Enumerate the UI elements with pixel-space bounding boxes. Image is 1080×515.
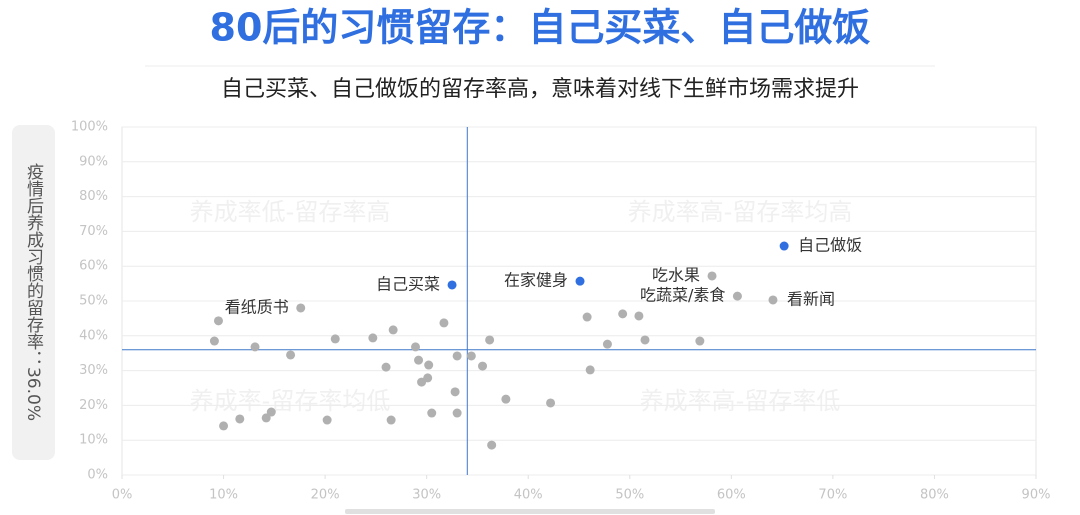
- point: [452, 351, 462, 361]
- point-label: 吃水果: [652, 265, 700, 284]
- point-label: 吃蔬菜/素食: [640, 286, 725, 305]
- point: [779, 241, 789, 251]
- x-tick-label: 0%: [112, 488, 133, 503]
- point: [546, 398, 556, 408]
- point: [386, 415, 396, 425]
- point: [485, 335, 495, 345]
- y-tick-label: 20%: [79, 398, 108, 413]
- y-tick-label: 10%: [79, 433, 108, 448]
- x-tick-label: 70%: [818, 488, 847, 503]
- point: [219, 421, 229, 431]
- chart-title: 80后的习惯留存：自己买菜、自己做饭: [210, 6, 871, 50]
- point: [439, 318, 449, 328]
- y-tick-label: 80%: [79, 189, 108, 204]
- point: [250, 342, 260, 352]
- y-tick-label: 40%: [79, 328, 108, 343]
- point: [368, 333, 378, 343]
- point: [640, 335, 650, 345]
- chart-subtitle: 自己买菜、自己做饭的留存率高，意味着对线下生鲜市场需求提升: [221, 77, 859, 102]
- x-tick-label: 30%: [412, 488, 441, 503]
- point: [618, 309, 628, 319]
- point: [266, 407, 276, 417]
- point: [634, 311, 644, 321]
- point: [487, 440, 497, 450]
- point: [424, 360, 434, 370]
- point: [427, 408, 437, 418]
- point: [575, 276, 585, 286]
- y-tick-label: 60%: [79, 259, 108, 274]
- point: [286, 350, 296, 360]
- point: [209, 336, 219, 346]
- point: [261, 413, 271, 423]
- point: [582, 312, 592, 322]
- y-tick-label: 70%: [79, 224, 108, 239]
- scrollbar: [345, 509, 715, 514]
- point-label: 看纸质书: [225, 297, 289, 316]
- point-label: 看新闻: [787, 289, 835, 308]
- y-tick-label: 0%: [87, 468, 108, 483]
- quadrant-label: 养成率-留存率均低: [190, 387, 391, 415]
- x-tick-label: 50%: [615, 488, 644, 503]
- y-tick-label: 90%: [79, 154, 108, 169]
- point: [330, 334, 340, 344]
- point: [707, 271, 717, 281]
- x-tick-label: 40%: [514, 488, 543, 503]
- point: [602, 339, 612, 349]
- point: [695, 336, 705, 346]
- point: [585, 365, 595, 375]
- point: [410, 342, 420, 352]
- point: [768, 295, 778, 305]
- point: [447, 280, 457, 290]
- y-tick-label: 30%: [79, 363, 108, 378]
- y-tick-label: 50%: [79, 294, 108, 309]
- point-label: 自己买菜: [376, 274, 440, 293]
- point: [417, 377, 427, 387]
- point: [388, 325, 398, 335]
- point: [450, 387, 460, 397]
- quadrant-label: 养成率高-留存率低: [640, 387, 841, 415]
- y-label-box: [12, 125, 55, 460]
- point: [501, 394, 511, 404]
- point: [466, 351, 476, 361]
- point: [381, 362, 391, 372]
- quadrant-label: 养成率高-留存率均高: [628, 198, 853, 226]
- x-tick-label: 10%: [209, 488, 238, 503]
- point: [414, 355, 424, 365]
- point-label: 自己做饭: [798, 236, 862, 255]
- point: [478, 361, 488, 371]
- point: [732, 291, 742, 301]
- point: [213, 316, 223, 326]
- point: [452, 408, 462, 418]
- x-tick-label: 60%: [717, 488, 746, 503]
- point: [235, 414, 245, 424]
- point: [322, 415, 332, 425]
- y-tick-label: 100%: [71, 120, 108, 135]
- x-tick-label: 90%: [1022, 488, 1051, 503]
- x-tick-label: 20%: [311, 488, 340, 503]
- y-axis-label: 疫情后养成习惯的留存率：36.0%: [23, 163, 44, 421]
- point: [296, 303, 306, 313]
- point-label: 在家健身: [504, 271, 568, 290]
- x-tick-label: 80%: [920, 488, 949, 503]
- quadrant-label: 养成率低-留存率高: [190, 198, 391, 226]
